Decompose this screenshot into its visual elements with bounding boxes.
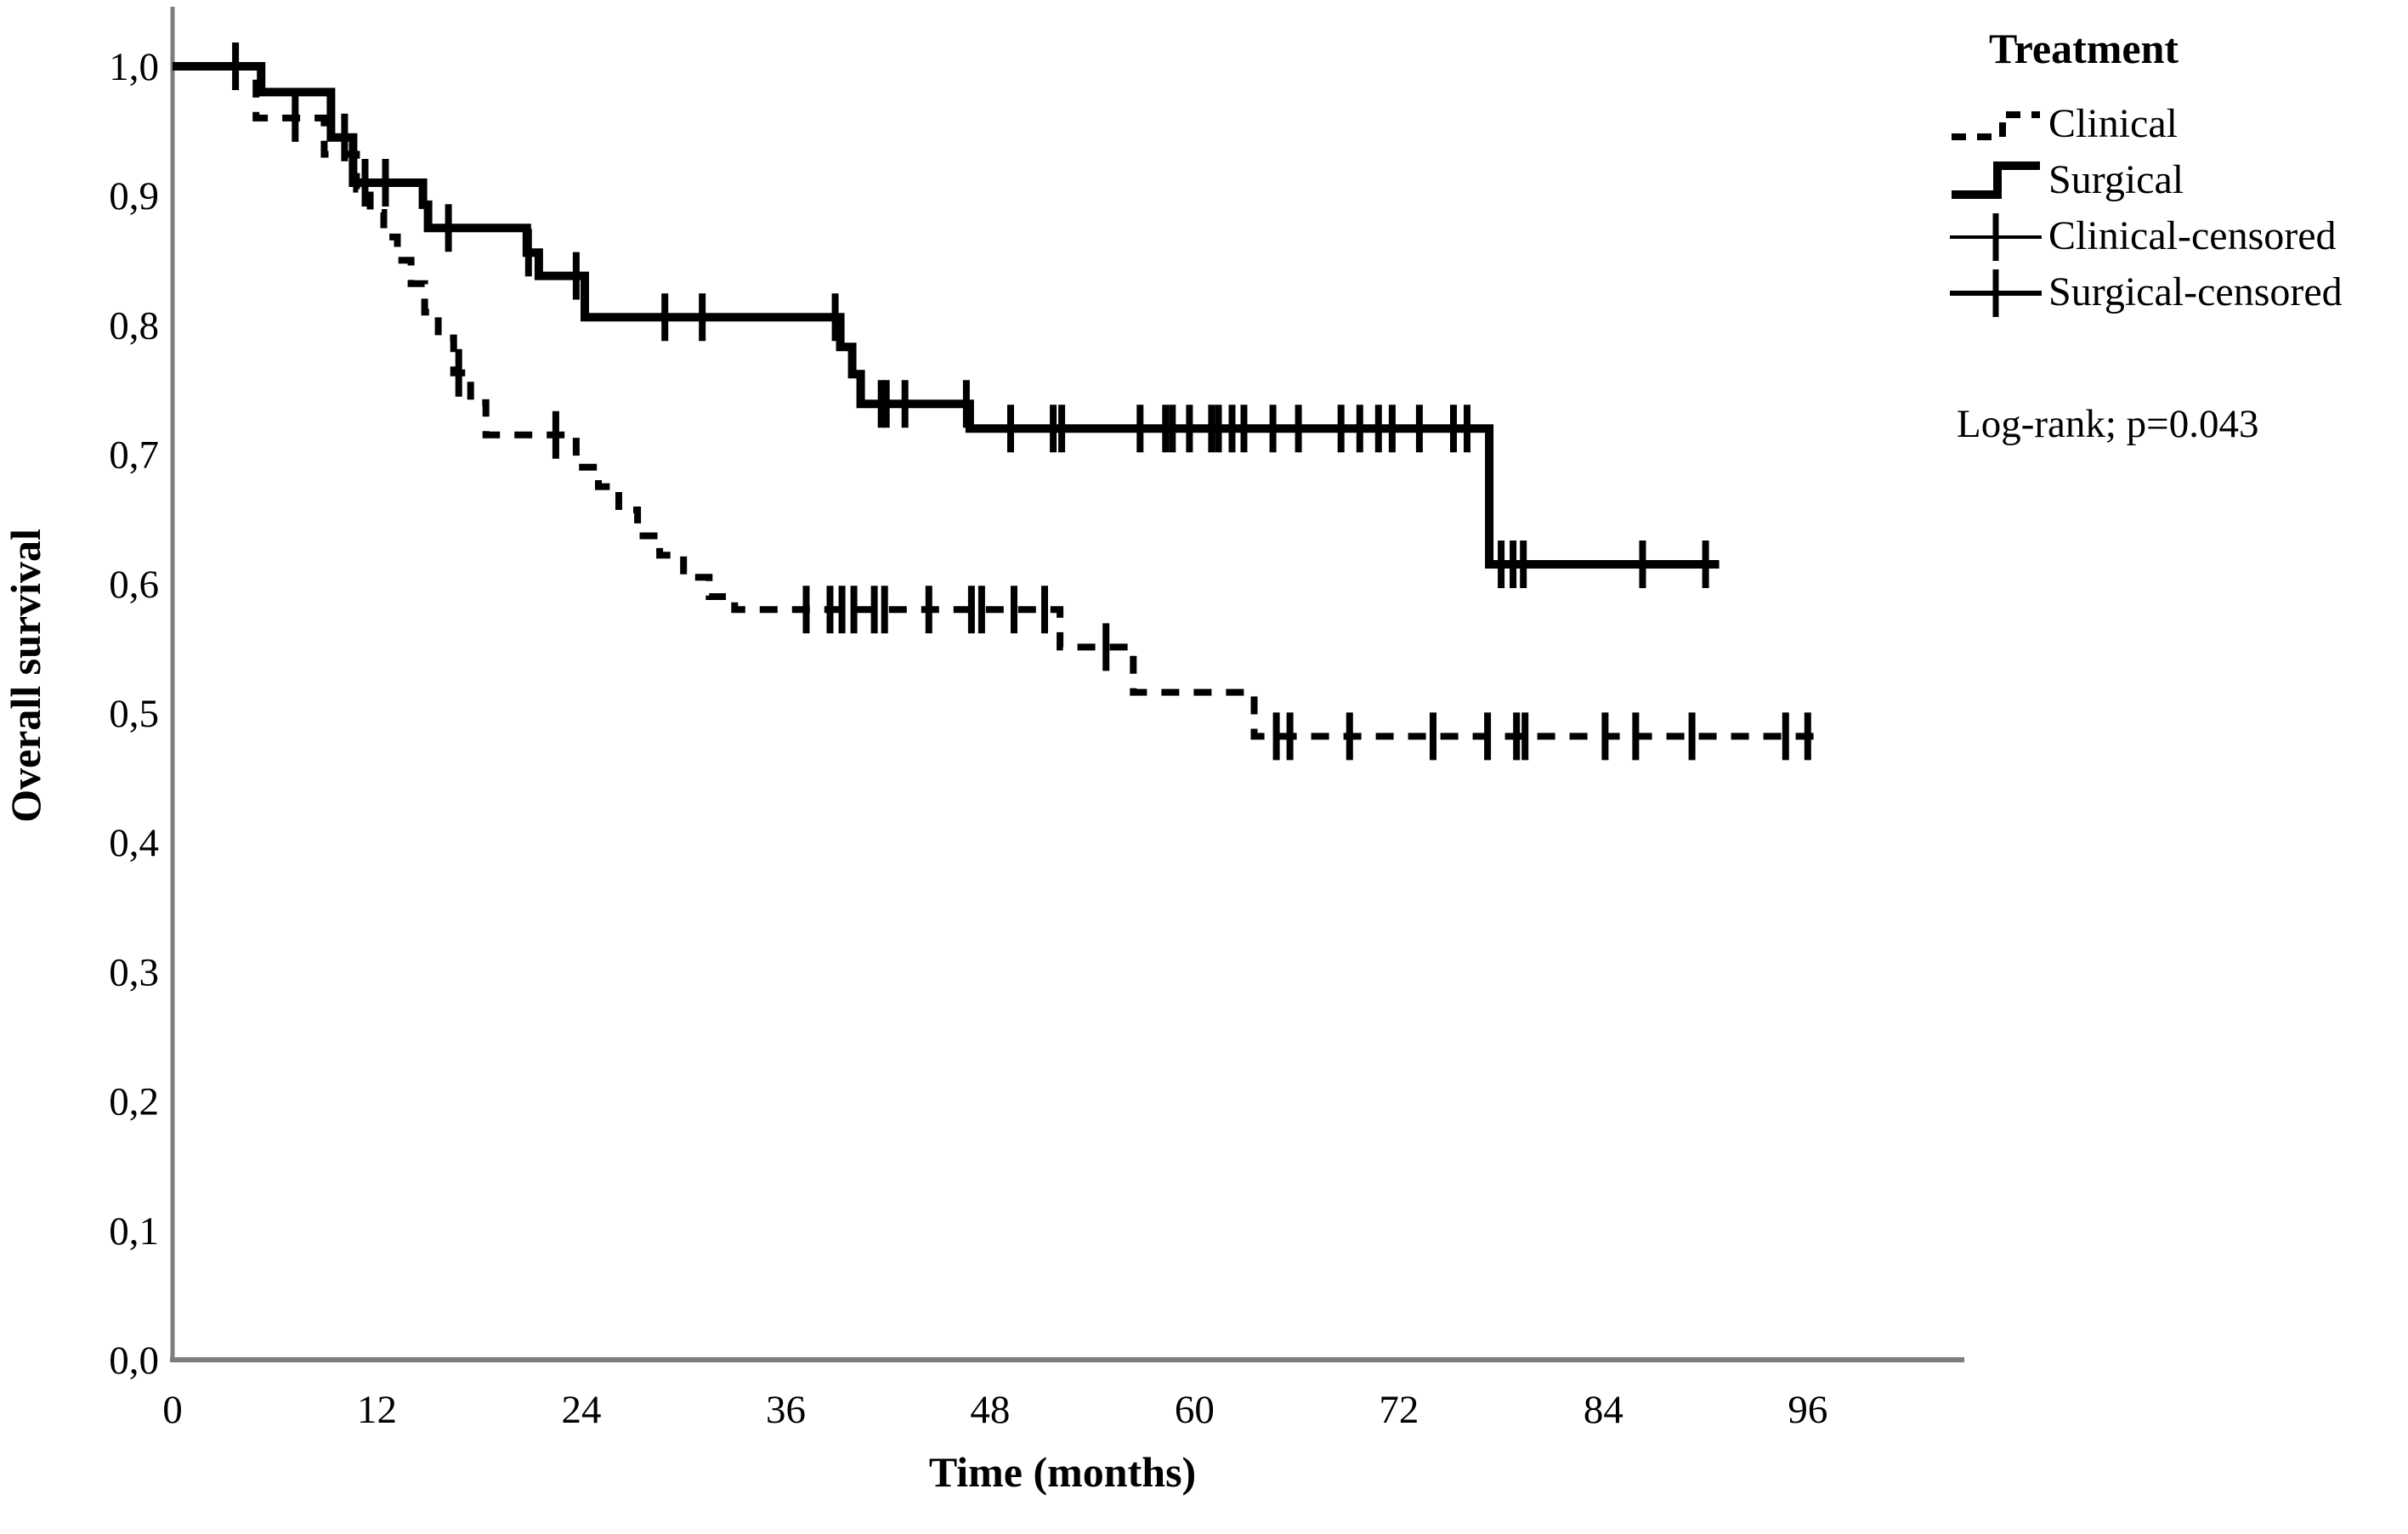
x-tick-label: 12 <box>357 1388 397 1432</box>
curve-surgical <box>173 62 1720 569</box>
y-tick-label: 0,2 <box>109 1080 159 1124</box>
y-tick-label: 0,9 <box>109 174 159 218</box>
log-rank-annotation: Log-rank; p=0.043 <box>1957 402 2259 446</box>
y-tick-label: 0,1 <box>109 1209 159 1254</box>
plus-censor-icon <box>1950 269 2042 317</box>
x-tick-label: 36 <box>766 1388 806 1432</box>
legend-label: Surgical-censored <box>2048 269 2343 314</box>
legend: Treatment Clinical Surgical Clinical-cen… <box>1948 24 2408 320</box>
x-tick-label: 84 <box>1584 1388 1623 1432</box>
x-tick-label: 96 <box>1788 1388 1827 1432</box>
dashed-step-line-icon <box>1952 111 2040 140</box>
y-axis-title: Overall survival <box>2 529 49 823</box>
y-tick-label: 0,5 <box>109 692 159 736</box>
legend-item-clinical-censored: Clinical-censored <box>1948 207 2408 263</box>
legend-title: Treatment <box>1989 25 2179 72</box>
legend-item-clinical: Clinical <box>1948 95 2408 151</box>
x-tick-label: 48 <box>970 1388 1010 1432</box>
y-tick-label: 0,6 <box>109 563 159 607</box>
y-tick-label: 0,3 <box>109 950 159 994</box>
x-tick-label: 24 <box>561 1388 601 1432</box>
solid-step-line-icon <box>1952 161 2040 199</box>
x-tick-label: 60 <box>1175 1388 1215 1432</box>
y-tick-label: 1,0 <box>109 45 159 89</box>
curve-clinical <box>173 63 1825 740</box>
legend-label: Clinical-censored <box>2048 212 2337 258</box>
y-tick-label: 0,8 <box>109 303 159 348</box>
y-tick-label: 0,7 <box>109 433 159 478</box>
y-tick-label: 0,0 <box>109 1339 159 1383</box>
legend-label: Surgical <box>2048 156 2184 202</box>
legend-item-surgical-censored: Surgical-censored <box>1948 263 2408 320</box>
x-tick-label: 0 <box>162 1388 183 1432</box>
legend-item-surgical: Surgical <box>1948 151 2408 207</box>
plus-censor-icon <box>1950 213 2042 261</box>
x-tick-label: 72 <box>1379 1388 1419 1432</box>
legend-label: Clinical <box>2048 100 2178 146</box>
y-tick-label: 0,4 <box>109 821 159 865</box>
x-axis-title: Time (months) <box>928 1448 1197 1496</box>
